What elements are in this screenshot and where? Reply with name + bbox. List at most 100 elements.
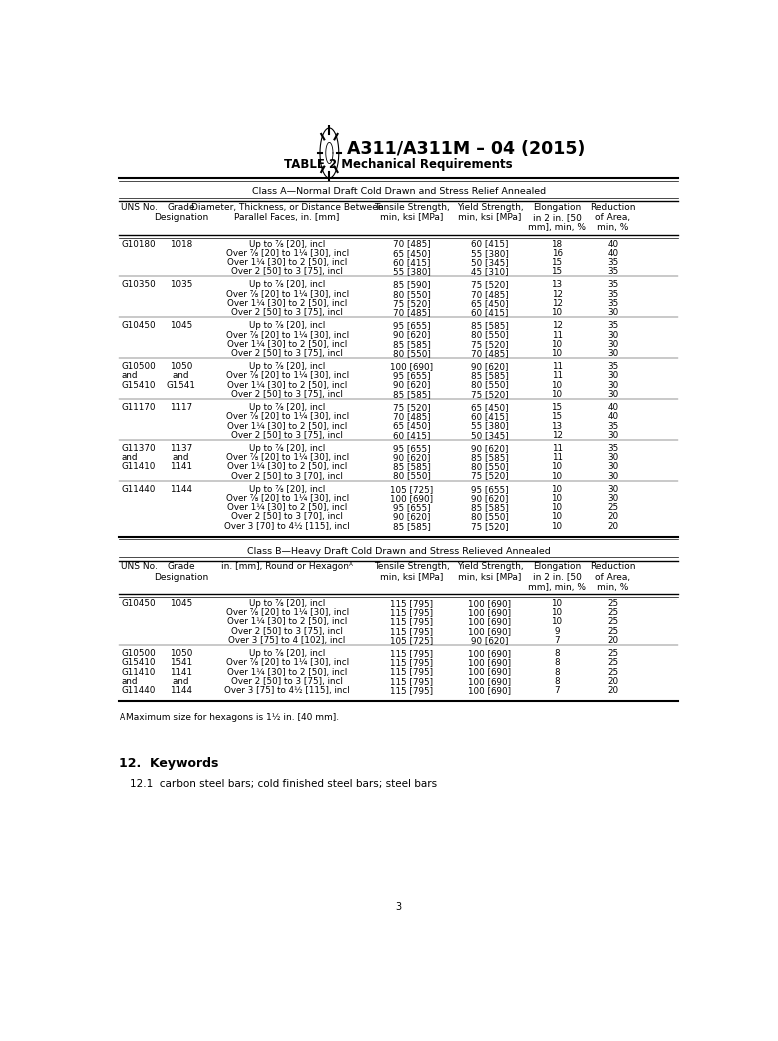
Text: Over 2 [50] to 3 [75], incl: Over 2 [50] to 3 [75], incl xyxy=(231,389,343,399)
Text: 100 [690]: 100 [690] xyxy=(468,617,511,627)
Text: 1117: 1117 xyxy=(170,403,192,412)
Text: G11440: G11440 xyxy=(121,686,156,695)
Text: 35: 35 xyxy=(608,443,619,453)
Text: Tensile Strength,
min, ksi [MPa]: Tensile Strength, min, ksi [MPa] xyxy=(373,203,450,222)
Text: 85 [585]: 85 [585] xyxy=(393,389,430,399)
Text: 8: 8 xyxy=(554,658,560,667)
Text: 70 [485]: 70 [485] xyxy=(393,239,430,249)
Text: Over ⅞ [20] to 1¼ [30], incl: Over ⅞ [20] to 1¼ [30], incl xyxy=(226,453,349,462)
Text: 95 [655]: 95 [655] xyxy=(471,485,509,493)
Text: 95 [655]: 95 [655] xyxy=(393,372,430,380)
Text: 65 [450]: 65 [450] xyxy=(393,249,430,258)
Text: 35: 35 xyxy=(608,422,619,431)
Text: Over ⅞ [20] to 1¼ [30], incl: Over ⅞ [20] to 1¼ [30], incl xyxy=(226,412,349,422)
Text: 1050: 1050 xyxy=(170,650,192,658)
Text: 35: 35 xyxy=(608,322,619,330)
Text: 70 [485]: 70 [485] xyxy=(393,412,430,422)
Text: 10: 10 xyxy=(552,389,562,399)
Text: 95 [655]: 95 [655] xyxy=(393,322,430,330)
Text: 40: 40 xyxy=(608,239,619,249)
Text: 115 [795]: 115 [795] xyxy=(390,677,433,686)
Text: 12: 12 xyxy=(552,322,562,330)
Text: 30: 30 xyxy=(608,331,619,339)
Text: 1035: 1035 xyxy=(170,280,192,289)
Text: 65 [450]: 65 [450] xyxy=(393,422,430,431)
Text: Over 1¼ [30] to 2 [50], incl: Over 1¼ [30] to 2 [50], incl xyxy=(227,503,347,512)
Text: 3: 3 xyxy=(396,903,401,912)
Text: 13: 13 xyxy=(552,280,562,289)
Text: 100 [690]: 100 [690] xyxy=(390,494,433,503)
Text: 18: 18 xyxy=(552,239,562,249)
Text: 20: 20 xyxy=(608,677,619,686)
Text: 12: 12 xyxy=(552,431,562,439)
Text: G11410: G11410 xyxy=(121,667,156,677)
Text: 60 [415]: 60 [415] xyxy=(393,431,430,439)
Text: 100 [690]: 100 [690] xyxy=(468,677,511,686)
Text: 75 [520]: 75 [520] xyxy=(471,472,509,481)
Text: 35: 35 xyxy=(608,299,619,308)
Text: 90 [620]: 90 [620] xyxy=(393,512,430,522)
Text: 10: 10 xyxy=(552,339,562,349)
Text: 100 [690]: 100 [690] xyxy=(468,667,511,677)
Text: Up to ⅞ [20], incl: Up to ⅞ [20], incl xyxy=(249,322,325,330)
Text: 95 [655]: 95 [655] xyxy=(393,503,430,512)
Text: Over ⅞ [20] to 1¼ [30], incl: Over ⅞ [20] to 1¼ [30], incl xyxy=(226,249,349,258)
Text: Over 1¼ [30] to 2 [50], incl: Over 1¼ [30] to 2 [50], incl xyxy=(227,258,347,266)
Text: 115 [795]: 115 [795] xyxy=(390,686,433,695)
Text: 10: 10 xyxy=(552,381,562,389)
Text: 100 [690]: 100 [690] xyxy=(468,599,511,608)
Text: 65 [450]: 65 [450] xyxy=(471,299,509,308)
Text: 8: 8 xyxy=(554,677,560,686)
Text: 85 [590]: 85 [590] xyxy=(393,280,430,289)
Text: Up to ⅞ [20], incl: Up to ⅞ [20], incl xyxy=(249,362,325,372)
Text: Over 2 [50] to 3 [75], incl: Over 2 [50] to 3 [75], incl xyxy=(231,431,343,439)
Text: 30: 30 xyxy=(608,372,619,380)
Text: 15: 15 xyxy=(552,403,562,412)
Text: 10: 10 xyxy=(552,472,562,481)
Text: Grade
Designation: Grade Designation xyxy=(154,562,209,582)
Text: 30: 30 xyxy=(608,431,619,439)
Text: 25: 25 xyxy=(608,627,619,636)
Text: 85 [585]: 85 [585] xyxy=(393,462,430,472)
Text: 30: 30 xyxy=(608,462,619,472)
Text: Diameter, Thickness, or Distance Between
Parallel Faces, in. [mm]: Diameter, Thickness, or Distance Between… xyxy=(191,203,384,222)
Text: Over 1¼ [30] to 2 [50], incl: Over 1¼ [30] to 2 [50], incl xyxy=(227,299,347,308)
Text: 90 [620]: 90 [620] xyxy=(393,381,430,389)
Text: and: and xyxy=(121,372,138,380)
Text: G11440: G11440 xyxy=(121,485,156,493)
Text: 12.  Keywords: 12. Keywords xyxy=(119,757,219,770)
Text: 25: 25 xyxy=(608,608,619,617)
Text: Over 2 [50] to 3 [70], incl: Over 2 [50] to 3 [70], incl xyxy=(231,512,343,522)
Text: 35: 35 xyxy=(608,280,619,289)
Text: G11170: G11170 xyxy=(121,403,156,412)
Text: Over ⅞ [20] to 1¼ [30], incl: Over ⅞ [20] to 1¼ [30], incl xyxy=(226,372,349,380)
Text: Up to ⅞ [20], incl: Up to ⅞ [20], incl xyxy=(249,443,325,453)
Text: 20: 20 xyxy=(608,522,619,531)
Text: 11: 11 xyxy=(552,362,562,372)
Text: and: and xyxy=(121,677,138,686)
Text: 25: 25 xyxy=(608,667,619,677)
Text: Up to ⅞ [20], incl: Up to ⅞ [20], incl xyxy=(249,403,325,412)
Text: and: and xyxy=(173,677,189,686)
Text: 85 [585]: 85 [585] xyxy=(471,322,509,330)
Text: 80 [550]: 80 [550] xyxy=(471,462,509,472)
Text: 70 [485]: 70 [485] xyxy=(471,289,509,299)
Text: 30: 30 xyxy=(608,485,619,493)
Text: Elongation
in 2 in. [50
mm], min, %: Elongation in 2 in. [50 mm], min, % xyxy=(528,562,586,592)
Text: 25: 25 xyxy=(608,650,619,658)
Text: Reduction
of Area,
min, %: Reduction of Area, min, % xyxy=(591,562,636,592)
Text: 55 [380]: 55 [380] xyxy=(471,422,509,431)
Text: Yield Strength,
min, ksi [MPa]: Yield Strength, min, ksi [MPa] xyxy=(457,203,524,222)
Text: 115 [795]: 115 [795] xyxy=(390,617,433,627)
Text: Over 3 [70] to 4½ [115], incl: Over 3 [70] to 4½ [115], incl xyxy=(224,522,350,531)
Text: 75 [520]: 75 [520] xyxy=(471,389,509,399)
Text: Over 2 [50] to 3 [70], incl: Over 2 [50] to 3 [70], incl xyxy=(231,472,343,481)
Text: 30: 30 xyxy=(608,349,619,358)
Text: Over 2 [50] to 3 [75], incl: Over 2 [50] to 3 [75], incl xyxy=(231,308,343,318)
Text: Elongation
in 2 in. [50
mm], min, %: Elongation in 2 in. [50 mm], min, % xyxy=(528,203,586,232)
Text: 75 [520]: 75 [520] xyxy=(471,522,509,531)
Text: 80 [550]: 80 [550] xyxy=(393,289,430,299)
Text: 10: 10 xyxy=(552,462,562,472)
Text: 1045: 1045 xyxy=(170,599,192,608)
Text: Up to ⅞ [20], incl: Up to ⅞ [20], incl xyxy=(249,485,325,493)
